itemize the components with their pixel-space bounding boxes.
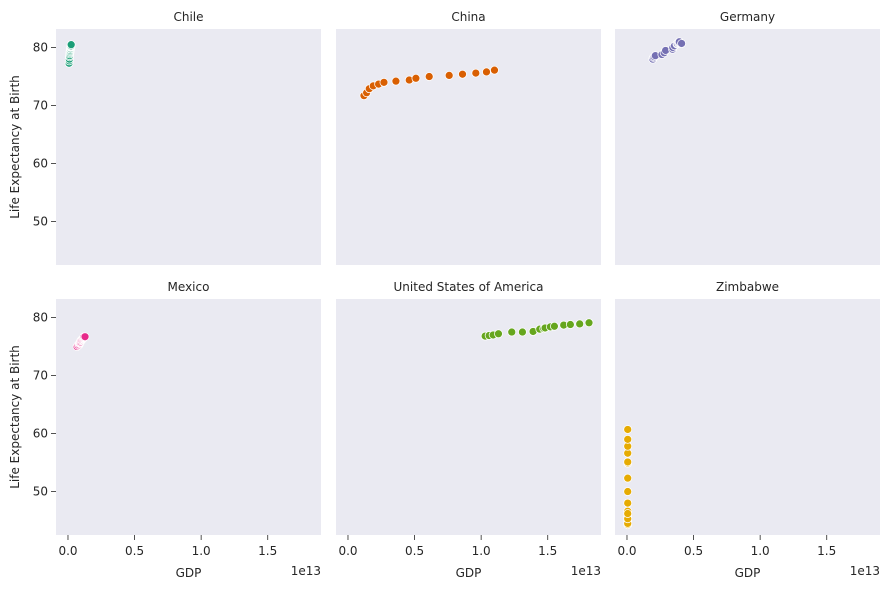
x-tick-label: 0.0 [338,544,357,558]
x-tick-label: 0.5 [405,544,424,558]
x-tick-label: 0.5 [125,544,144,558]
y-tick-label: 80 [33,41,48,55]
x-tick-label: 0.5 [684,544,703,558]
plot-area-background [336,299,601,535]
data-point [565,320,575,329]
data-point [391,76,401,86]
facet-panel-chile: Chile 50 60 70 80 Life Expectancy at Birth [8,10,321,265]
data-point [623,509,633,518]
x-tick-label: 1.5 [538,544,557,558]
panel-title: Mexico [168,280,210,294]
panel-title: United States of America [394,280,544,294]
data-point [494,329,503,339]
data-point [458,69,467,79]
panel-title: Chile [173,10,203,24]
y-tick-label: 60 [33,157,48,171]
facet-panel-germany: Germany [615,10,880,265]
facet-panel-united-states-of-america: United States of America 0.0 0.5 1.0 1.5 GDP 1… [336,280,601,580]
facet-panel-china: China [336,10,601,265]
data-point [507,327,517,337]
facet-panel-zimbabwe: Zimbabwe 0.0 0.5 1.0 1.5 GDP 1e13 [615,280,880,580]
plot-area-background [336,29,601,265]
y-tick-label: 70 [33,369,48,383]
plot-area-background [615,29,880,265]
x-axis-offset-label: 1e13 [850,564,880,578]
data-point [575,319,585,329]
x-tick-label: 0.0 [617,544,636,558]
data-point [490,65,499,75]
y-tick-label: 70 [33,99,48,113]
x-axis-offset-label: 1e13 [291,564,321,578]
data-point [518,327,527,337]
data-point [623,434,633,444]
data-point [623,473,633,483]
y-axis-label: Life Expectancy at Birth [8,75,22,219]
data-point [482,67,491,77]
plot-area-background [56,299,321,535]
x-tick-label: 1.0 [751,544,770,558]
x-tick-label: 1.5 [258,544,277,558]
x-tick-label: 1.5 [817,544,836,558]
data-point [623,425,633,434]
x-axis-offset-label: 1e13 [571,564,601,578]
facet-panel-mexico: Mexico 50 60 70 80 Life Expectancy at Birth 0.… [8,280,321,580]
x-axis-label: GDP [456,566,482,580]
panel-title: Germany [720,10,775,24]
data-point [584,318,594,328]
panel-title: China [451,10,485,24]
x-tick-label: 1.0 [472,544,491,558]
data-point [66,40,76,50]
panel-title: Zimbabwe [716,280,779,294]
data-point [379,77,389,87]
data-point [677,39,686,48]
data-point [550,321,559,331]
y-tick-label: 50 [33,485,48,499]
data-point [424,72,434,81]
data-point [623,487,633,496]
data-point [444,71,454,80]
data-point [623,457,633,467]
x-axis-label: GDP [176,566,202,580]
y-axis-label: Life Expectancy at Birth [8,345,22,489]
y-tick-label: 60 [33,427,48,441]
data-point [471,68,481,78]
x-axis-label: GDP [735,566,761,580]
plot-area-background [56,29,321,265]
y-tick-label: 50 [33,215,48,229]
data-point [80,332,90,342]
y-tick-label: 80 [33,311,48,325]
data-point [623,498,633,508]
data-point [411,73,421,83]
plot-area-background [615,299,880,535]
x-tick-label: 1.0 [192,544,211,558]
x-tick-label: 0.0 [58,544,77,558]
